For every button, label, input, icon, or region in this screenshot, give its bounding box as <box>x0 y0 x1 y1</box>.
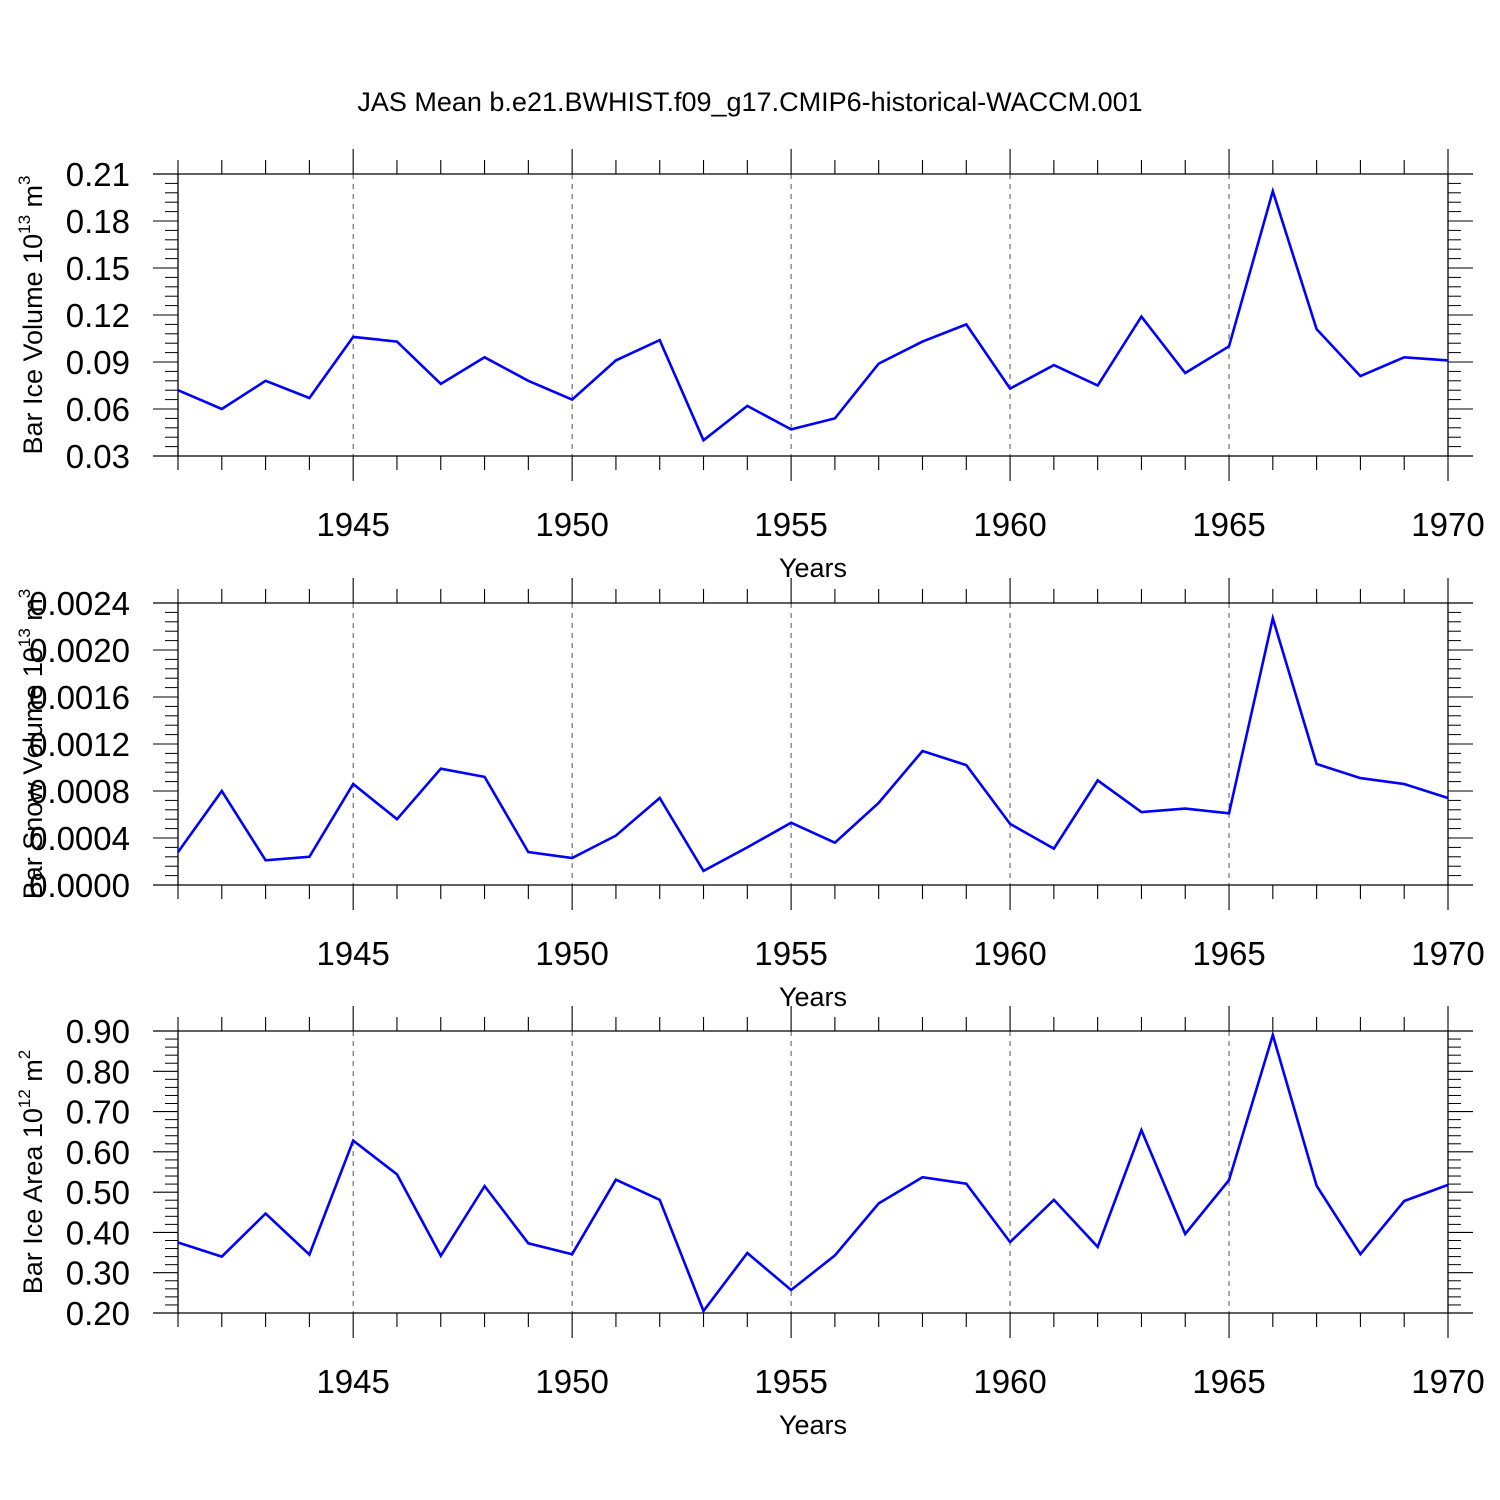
x-tick-label: 1960 <box>973 506 1046 543</box>
series-line <box>176 613 1449 873</box>
y-tick-label: 0.0000 <box>29 867 130 904</box>
y-tick-label: 0.15 <box>66 250 130 287</box>
y-tick-label: 0.70 <box>66 1094 130 1131</box>
y-axis-label: Bar Snow Volume 1013 m3 <box>15 589 48 900</box>
y-axis-label: Bar Ice Area 1012 m2 <box>15 1050 48 1295</box>
y-tick-label: 0.60 <box>66 1134 130 1171</box>
series-line <box>177 186 1449 443</box>
y-tick-label: 0.80 <box>66 1053 130 1090</box>
y-tick-label: 0.30 <box>66 1255 130 1292</box>
y-tick-label: 0.0024 <box>29 585 130 622</box>
y-tick-label: 0.03 <box>66 438 130 475</box>
y-tick-label: 0.0012 <box>29 726 130 763</box>
y-tick-label: 0.0020 <box>29 632 130 669</box>
x-tick-label: 1960 <box>973 1363 1046 1400</box>
x-axis-label: Years <box>779 982 847 1012</box>
x-tick-label: 1945 <box>316 935 389 972</box>
y-tick-label: 0.50 <box>66 1174 130 1211</box>
x-tick-label: 1945 <box>316 506 389 543</box>
y-tick-label: 0.12 <box>66 297 130 334</box>
x-tick-label: 1965 <box>1192 935 1265 972</box>
y-tick-label: 0.40 <box>66 1214 130 1251</box>
y-tick-label: 0.06 <box>66 391 130 428</box>
chart-title: JAS Mean b.e21.BWHIST.f09_g17.CMIP6-hist… <box>357 87 1142 117</box>
x-axis-label: Years <box>779 553 847 583</box>
panel-1: 0.03 0.06 0.09 0.12 0.15 0.18 0.21 1945 1950 1955… <box>15 149 1485 583</box>
x-tick-label: 1950 <box>535 935 608 972</box>
x-tick-label: 1950 <box>535 1363 608 1400</box>
x-tick-label: 1970 <box>1411 506 1484 543</box>
y-axis-label: Bar Ice Volume 1013 m3 <box>15 175 48 454</box>
x-tick-label: 1965 <box>1192 1363 1265 1400</box>
x-tick-label: 1955 <box>754 506 827 543</box>
x-tick-label: 1965 <box>1192 506 1265 543</box>
x-tick-label: 1955 <box>754 1363 827 1400</box>
x-tick-label: 1955 <box>754 935 827 972</box>
x-tick-label: 1960 <box>973 935 1046 972</box>
x-tick-label: 1970 <box>1411 1363 1484 1400</box>
series-line <box>177 1030 1449 1314</box>
y-tick-label: 0.0004 <box>29 820 130 857</box>
y-tick-label: 0.09 <box>66 344 130 381</box>
y-tick-label: 0.90 <box>66 1013 130 1050</box>
x-tick-label: 1945 <box>316 1363 389 1400</box>
y-tick-label: 0.21 <box>66 156 130 193</box>
y-tick-label: 0.0008 <box>29 773 130 810</box>
x-tick-label: 1950 <box>535 506 608 543</box>
y-tick-label: 0.0016 <box>29 679 130 716</box>
x-tick-label: 1970 <box>1411 935 1484 972</box>
panel-2: 0.0000 0.0004 0.0008 0.0012 0.0016 0.0020 0.00… <box>15 578 1485 1012</box>
x-axis-label: Years <box>779 1410 847 1440</box>
panel-3: 0.200.30 0.400.500.600.70 0.800.90 1945 1950… <box>15 1006 1485 1440</box>
y-tick-label: 0.18 <box>66 203 130 240</box>
y-tick-label: 0.20 <box>66 1295 130 1332</box>
